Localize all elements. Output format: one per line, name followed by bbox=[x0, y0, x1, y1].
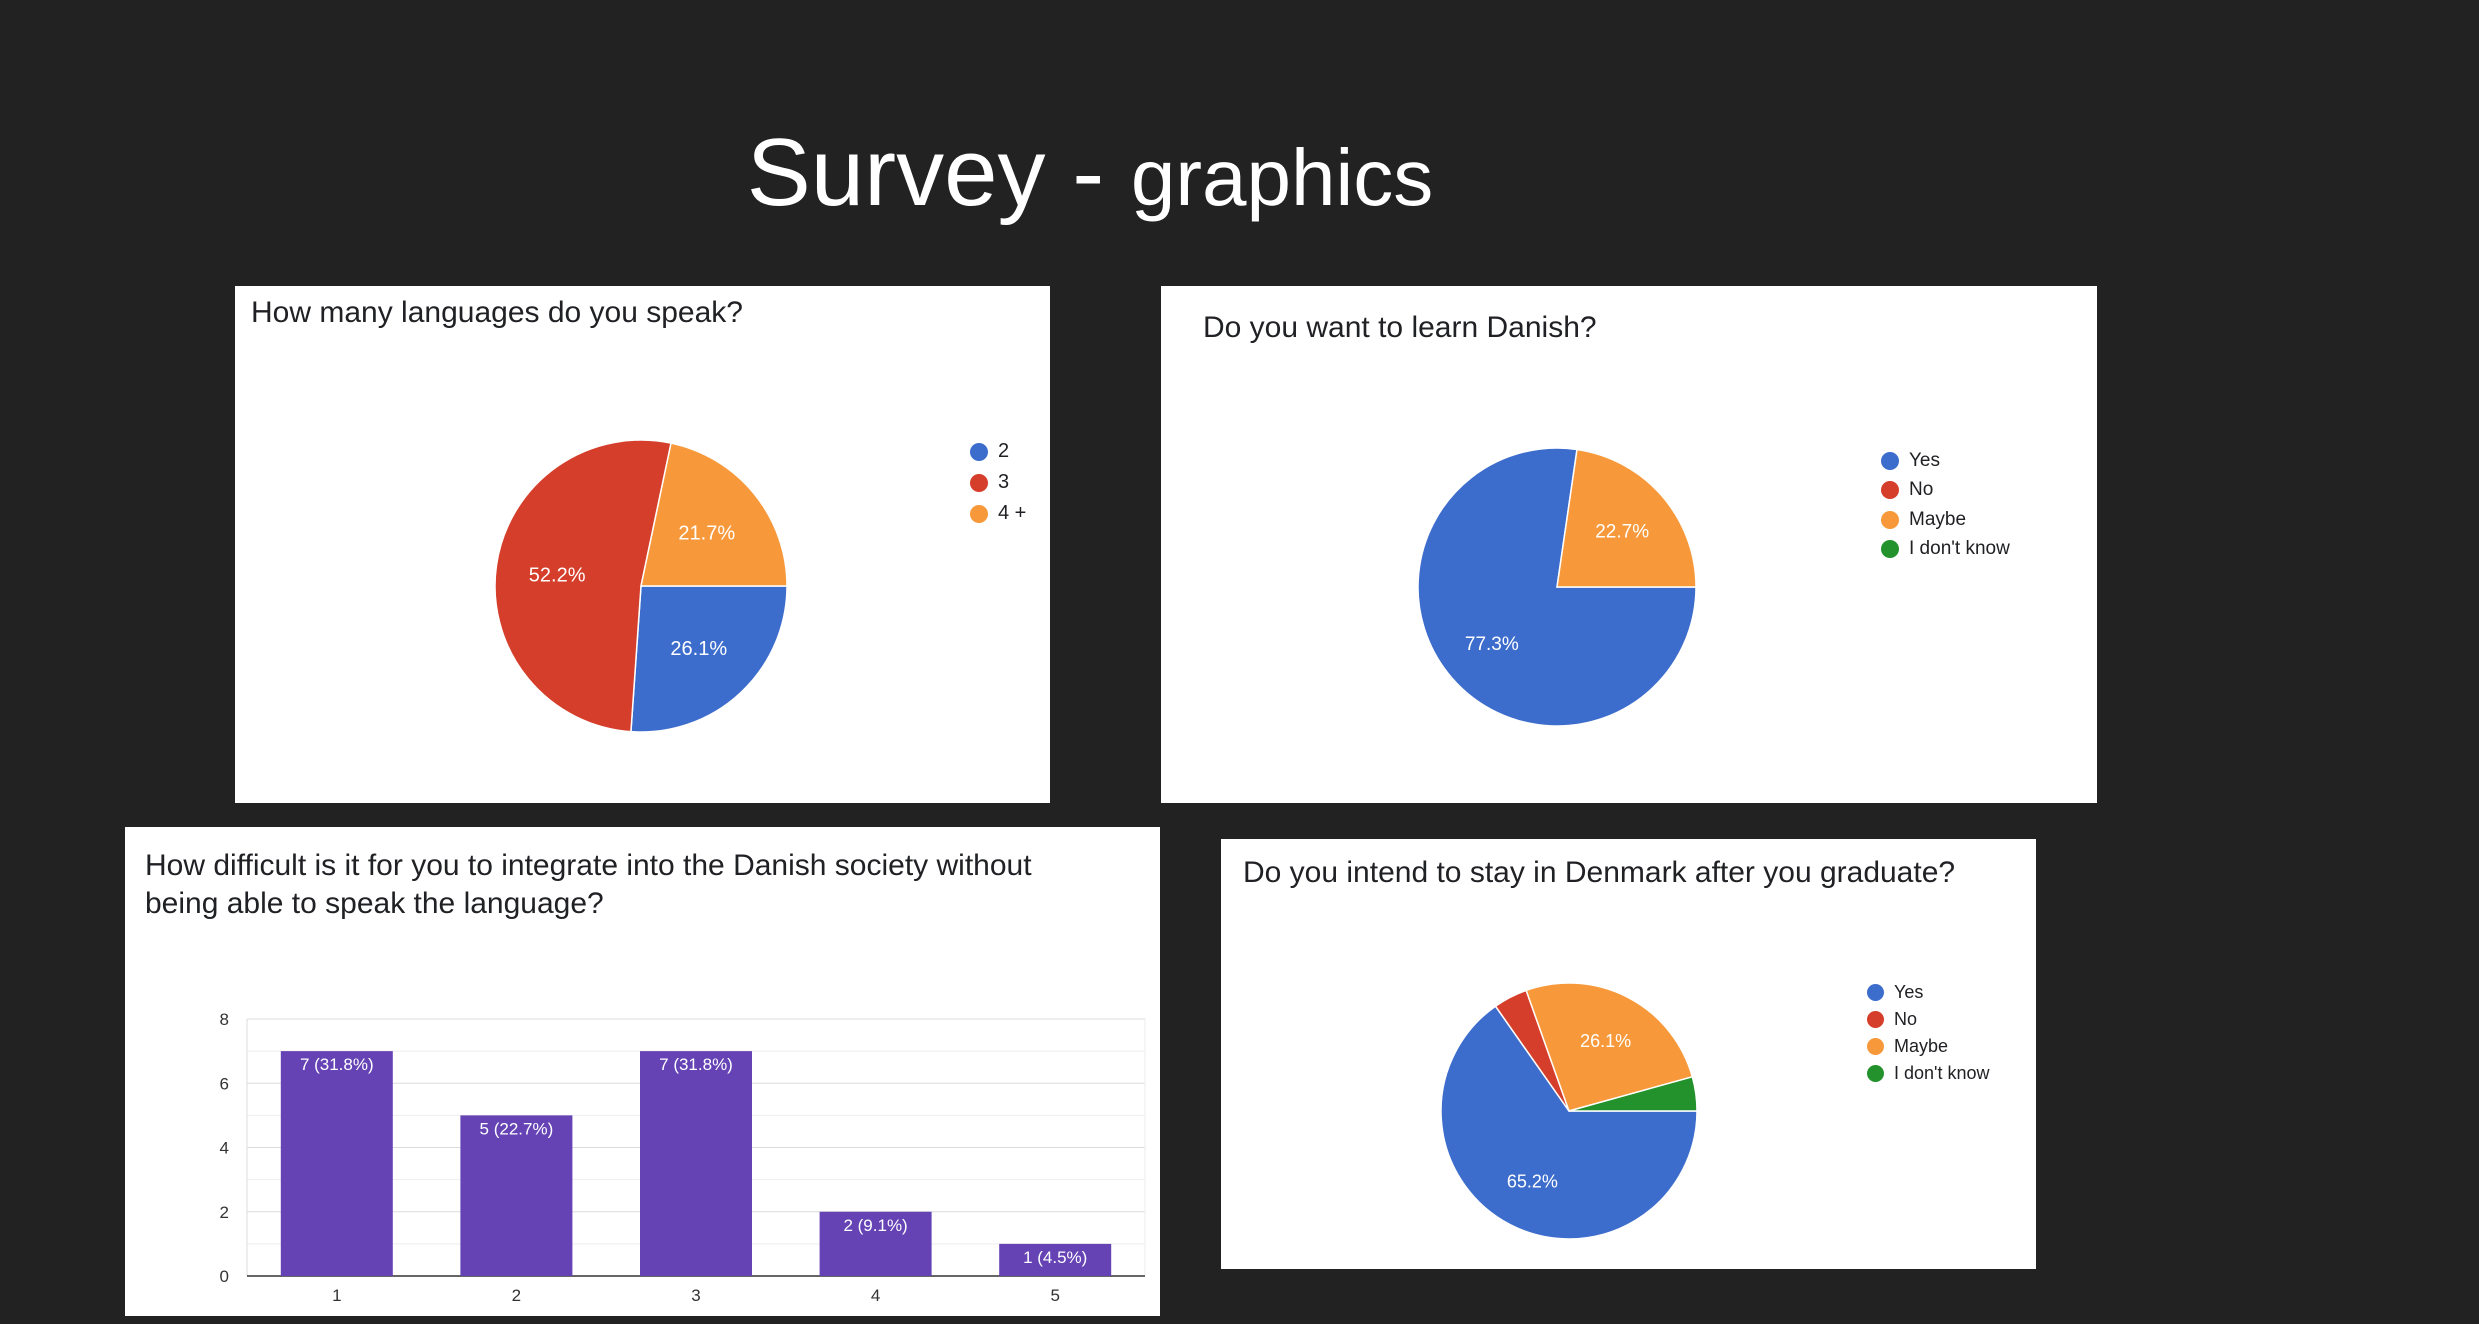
x-tick-label: 3 bbox=[691, 1286, 700, 1305]
chart-legend: Yes No Maybe I don't know bbox=[1867, 979, 1990, 1087]
legend-swatch bbox=[1867, 984, 1884, 1001]
legend-item-3: 3 bbox=[970, 467, 1026, 498]
legend-item-no: No bbox=[1881, 476, 2010, 506]
bar-5 bbox=[999, 1243, 1112, 1276]
slice-data-label: 52.2% bbox=[529, 564, 586, 586]
legend-item-i-don-t-know: I don't know bbox=[1867, 1060, 1990, 1087]
bar-data-label: 7 (31.8%) bbox=[300, 1055, 374, 1074]
bar-data-label: 1 (4.5%) bbox=[1023, 1248, 1087, 1267]
x-tick-label: 4 bbox=[871, 1286, 880, 1305]
pie-slice-yes bbox=[1417, 447, 1697, 727]
slice-data-label: 21.7% bbox=[678, 523, 735, 545]
y-tick-label: 6 bbox=[220, 1074, 229, 1093]
x-tick-label: 1 bbox=[332, 1286, 341, 1305]
legend-label: Maybe bbox=[1894, 1036, 1949, 1056]
chart-title: Do you want to learn Danish? bbox=[1203, 311, 1597, 344]
legend-label: Yes bbox=[1894, 982, 1924, 1002]
legend-label: I don't know bbox=[1909, 538, 2010, 560]
chart-title: Do you intend to stay in Denmark after y… bbox=[1243, 856, 1956, 889]
bar-2 bbox=[460, 1115, 573, 1276]
slide-title: Survey - graphics bbox=[0, 118, 2180, 233]
legend-item-maybe: Maybe bbox=[1881, 505, 2010, 535]
y-tick-label: 4 bbox=[220, 1139, 229, 1158]
bar-data-label: 5 (22.7%) bbox=[480, 1119, 554, 1138]
slice-data-label: 26.1% bbox=[1580, 1031, 1631, 1051]
legend-swatch bbox=[1867, 1011, 1884, 1028]
legend-item-i-don-t-know: I don't know bbox=[1881, 535, 2010, 565]
pie-slice-2 bbox=[630, 585, 788, 733]
integration-difficulty-chart-card: How difficult is it for you to integrate… bbox=[125, 827, 1160, 1316]
pie-slice-maybe bbox=[1556, 448, 1697, 588]
bar-data-label: 2 (9.1%) bbox=[843, 1216, 907, 1235]
pie-slice-i-don-t-know bbox=[1568, 1075, 1698, 1112]
pie-slice-maybe bbox=[1525, 982, 1694, 1112]
learn-danish-chart-card: Do you want to learn Danish? 77.3% 22.7% … bbox=[1161, 286, 2097, 803]
legend-swatch bbox=[1881, 540, 1899, 559]
pie-slice-yes bbox=[1440, 1005, 1698, 1240]
chart-title: How difficult is it for you to integrate… bbox=[145, 849, 1032, 920]
pie-slice-4 bbox=[640, 442, 788, 587]
y-tick-label: 2 bbox=[220, 1203, 229, 1222]
legend-swatch bbox=[1867, 1065, 1884, 1082]
bar-4 bbox=[819, 1211, 932, 1276]
bar-data-label: 7 (31.8%) bbox=[659, 1055, 733, 1074]
bar-1 bbox=[280, 1051, 393, 1276]
slide-title-sub: graphics bbox=[1130, 133, 1434, 222]
legend-label: 3 bbox=[998, 471, 1010, 493]
languages-chart-card: How many languages do you speak? 26.1% 52… bbox=[235, 286, 1050, 803]
x-tick-label: 2 bbox=[512, 1286, 521, 1305]
legend-item-yes: Yes bbox=[1881, 446, 2010, 476]
legend-swatch bbox=[1881, 510, 1899, 529]
legend-item-no: No bbox=[1867, 1006, 1990, 1033]
integration-difficulty-bar-chart: 0 2 4 6 8 7 (31.8%) 1 5 (22.7%) 2 7 (31.8%) 3 2 (9.… bbox=[220, 1010, 1146, 1305]
languages-pie-chart: 26.1% 52.2% 21.7% bbox=[494, 439, 788, 733]
legend-item-4: 4 + bbox=[970, 498, 1026, 529]
legend-label: No bbox=[1894, 1009, 1918, 1029]
y-tick-label: 8 bbox=[220, 1010, 229, 1029]
chart-title: How many languages do you speak? bbox=[251, 296, 743, 329]
legend-swatch bbox=[970, 442, 988, 461]
slice-data-label: 26.1% bbox=[670, 638, 727, 660]
stay-in-denmark-pie-chart: 65.2% 26.1% bbox=[1440, 982, 1698, 1240]
x-tick-label: 5 bbox=[1050, 1286, 1059, 1305]
legend-label: Yes bbox=[1909, 449, 1940, 471]
slice-data-label: 65.2% bbox=[1507, 1172, 1558, 1192]
y-tick-label: 0 bbox=[220, 1267, 229, 1286]
legend-item-yes: Yes bbox=[1867, 979, 1990, 1006]
chart-legend: 2 3 4 + bbox=[970, 436, 1026, 529]
legend-label: I don't know bbox=[1894, 1063, 1990, 1083]
legend-label: Maybe bbox=[1909, 508, 1967, 530]
legend-label: 2 bbox=[998, 440, 1010, 462]
bar-3 bbox=[640, 1051, 752, 1276]
legend-swatch bbox=[1881, 481, 1899, 500]
chart-legend: Yes No Maybe I don't know bbox=[1881, 446, 2010, 564]
legend-item-maybe: Maybe bbox=[1867, 1033, 1990, 1060]
slice-data-label: 77.3% bbox=[1465, 634, 1519, 655]
legend-item-2: 2 bbox=[970, 436, 1026, 467]
legend-swatch bbox=[1881, 451, 1899, 470]
legend-swatch bbox=[970, 504, 988, 523]
legend-label: No bbox=[1909, 479, 1934, 501]
legend-swatch bbox=[1867, 1038, 1884, 1055]
slide-title-main: Survey - bbox=[746, 119, 1131, 226]
legend-swatch bbox=[970, 473, 988, 492]
slice-data-label: 22.7% bbox=[1595, 521, 1649, 542]
stay-in-denmark-chart-card: Do you intend to stay in Denmark after y… bbox=[1221, 839, 2036, 1269]
legend-label: 4 + bbox=[998, 502, 1027, 524]
learn-danish-pie-chart: 77.3% 22.7% bbox=[1417, 447, 1697, 727]
pie-slice-3 bbox=[494, 439, 672, 733]
